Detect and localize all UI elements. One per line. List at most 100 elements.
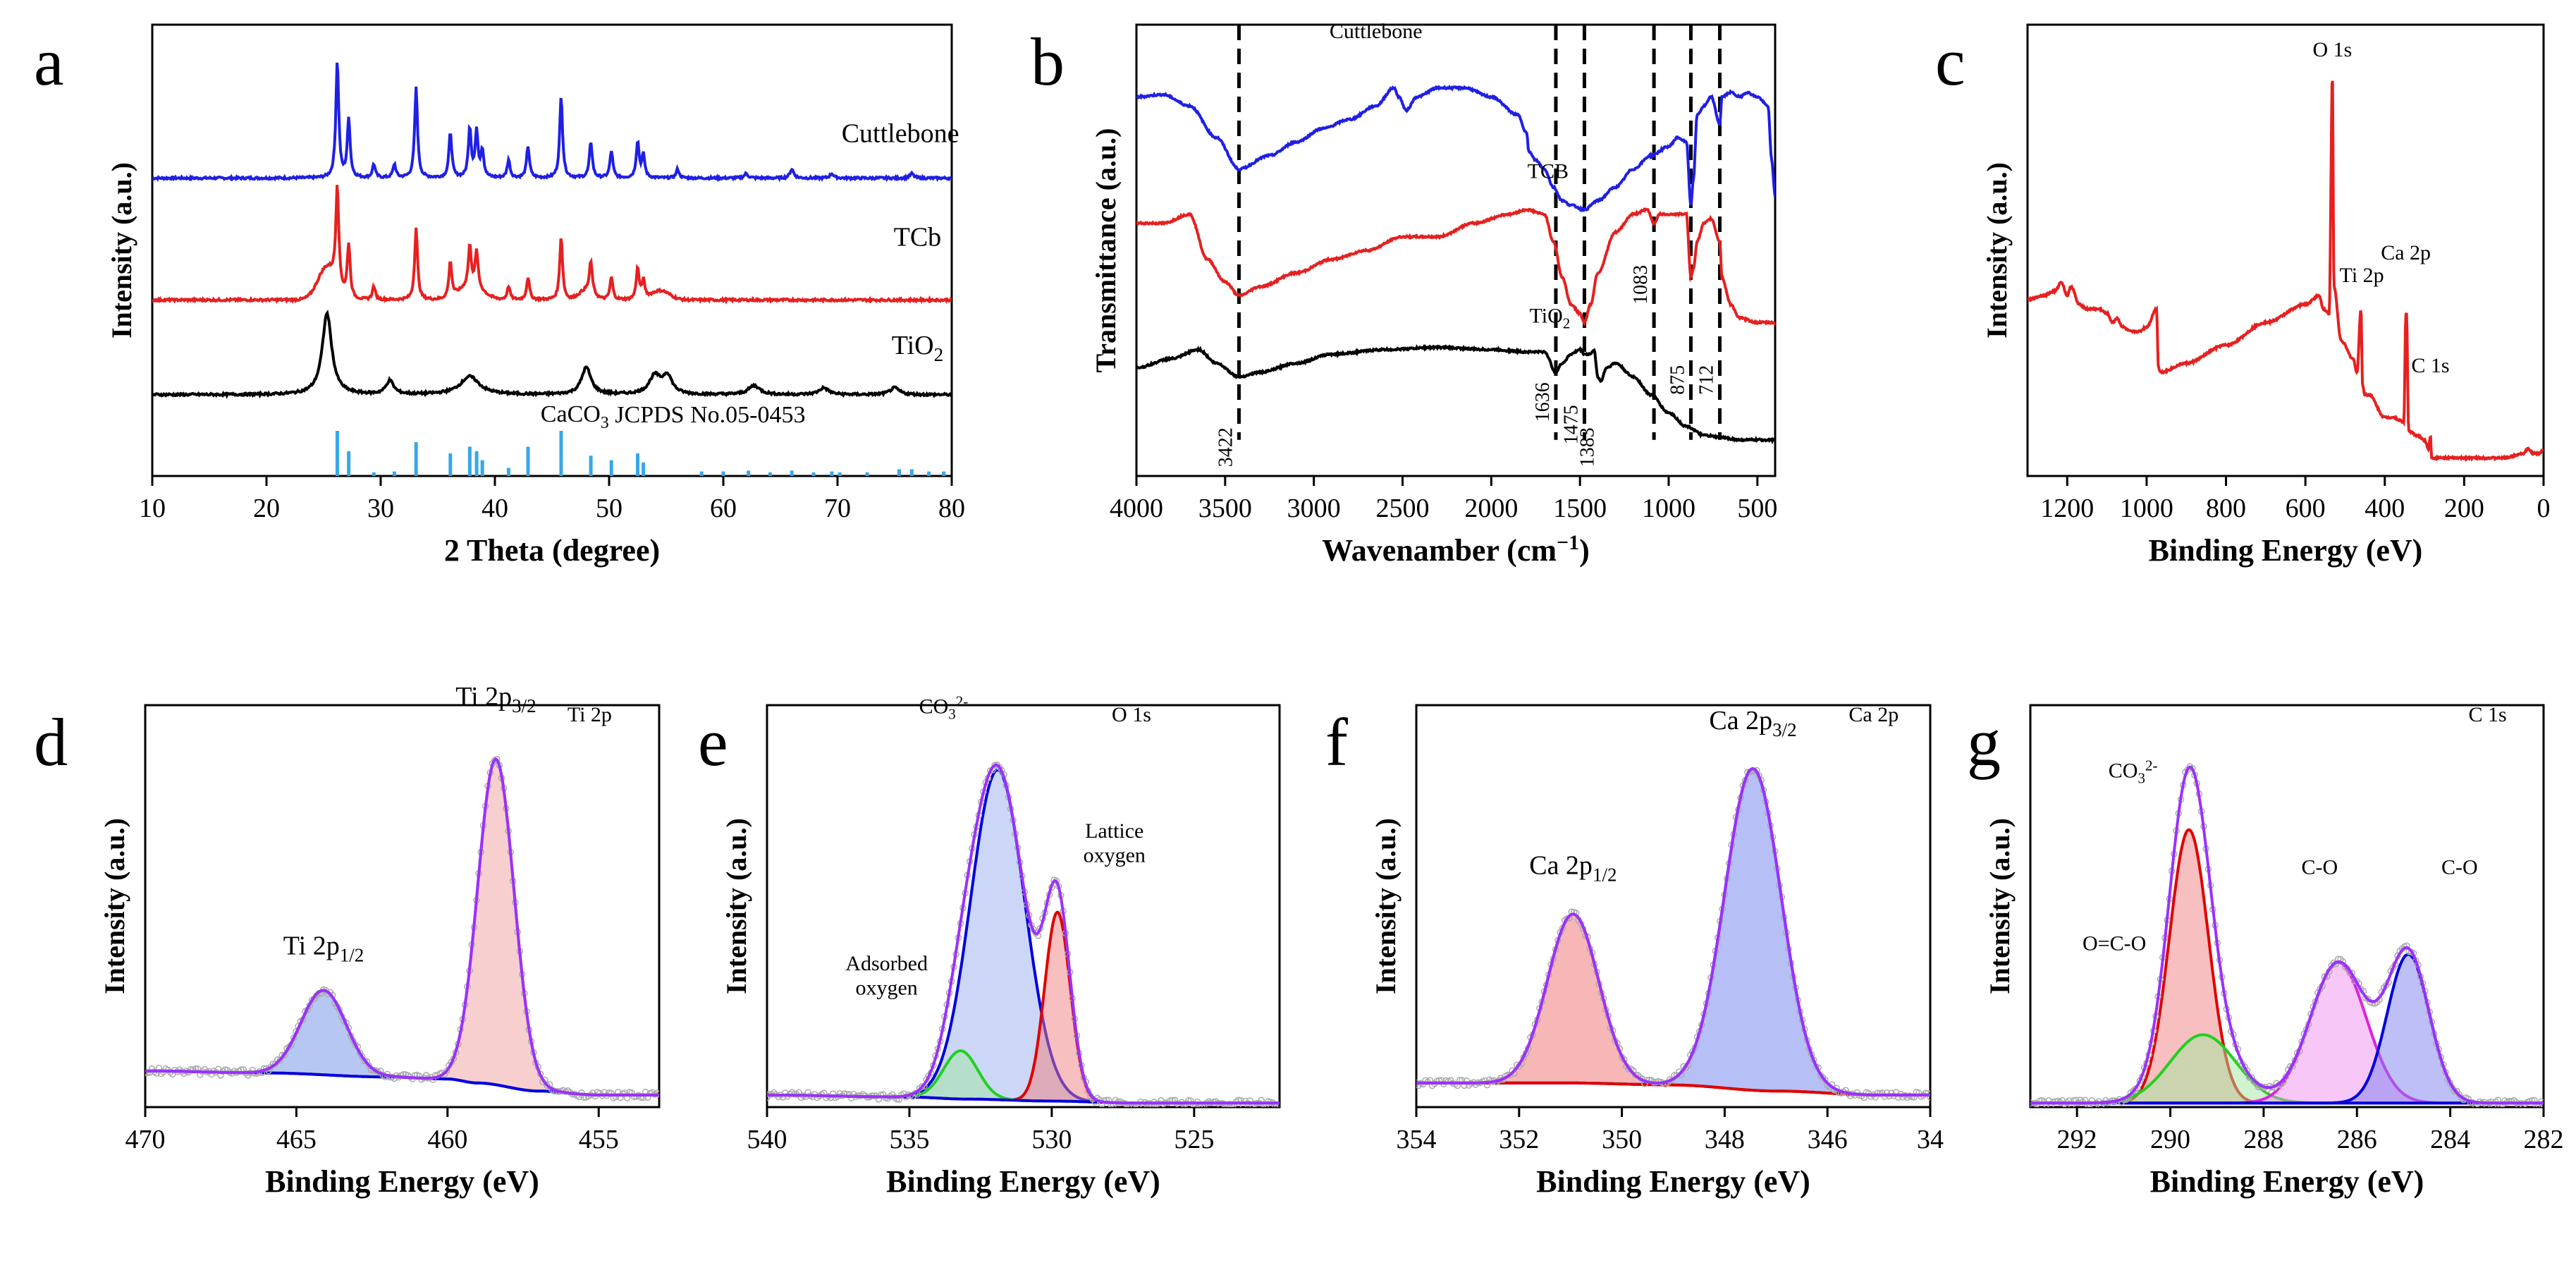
x-tick-label: 288	[2243, 1125, 2283, 1154]
plot-area	[767, 761, 1280, 1107]
x-tick-label: 465	[276, 1125, 317, 1154]
series-label: Ti 2p1/2	[283, 931, 364, 965]
raw-data-point	[1276, 1101, 1280, 1107]
series-label: TiO2	[892, 331, 943, 365]
series-label: CO32-	[2109, 757, 2158, 787]
axes-frame	[1135, 23, 1777, 477]
series-label: Adsorbed	[845, 952, 928, 975]
peak-fill	[2030, 1034, 2544, 1104]
y-axis-label: Intensity (a.u.)	[106, 162, 137, 338]
x-tick-label: 1200	[2040, 494, 2094, 523]
x-tick-label: 284	[2430, 1125, 2470, 1154]
raw-data-point	[443, 1067, 450, 1075]
x-axis-label: Binding Energy (eV)	[2149, 533, 2423, 568]
x-tick-label: 20	[253, 494, 280, 523]
panel-letter-f: f	[1325, 704, 1348, 780]
raw-data-point	[1822, 1076, 1829, 1084]
x-tick-label: 455	[579, 1125, 619, 1154]
plot-area	[152, 62, 952, 476]
y-axis-label: Intensity (a.u.)	[1984, 818, 2016, 994]
x-tick-label: 10	[139, 494, 166, 523]
peak-fill	[2030, 962, 2544, 1104]
band-label-1636: 1636	[1532, 382, 1554, 422]
series-label: O 1s	[2313, 38, 2353, 61]
peak-fill	[767, 770, 1280, 1104]
series-tio2	[1136, 343, 1775, 445]
series-label: oxygen	[855, 976, 917, 999]
raw-data-point	[2540, 1101, 2544, 1107]
panel-letter-a: a	[34, 24, 64, 99]
x-tick-label: 1000	[1642, 494, 1695, 523]
x-axis-label: Binding Energy (eV)	[886, 1164, 1160, 1199]
peak-fill	[145, 759, 659, 1095]
fit-envelope	[767, 763, 1280, 1105]
x-tick-label: 540	[747, 1125, 787, 1154]
series-label: O 1s	[1112, 703, 1151, 726]
x-axis-label: Binding Energy (eV)	[265, 1164, 539, 1199]
peak-ca-2p1-2	[1416, 912, 1930, 1097]
peak-fill	[1416, 914, 1930, 1095]
panel-letter-c: c	[1935, 24, 1965, 99]
x-tick-label: 0	[2537, 494, 2551, 523]
x-tick-label: 354	[1397, 1125, 1437, 1154]
x-tick-label: 350	[1602, 1125, 1642, 1154]
x-tick-label: 348	[1705, 1125, 1745, 1154]
axes-frame	[2026, 23, 2545, 477]
band-label-1383: 1383	[1577, 427, 1599, 467]
panel-letter-d: d	[34, 704, 68, 780]
series-label: Ca 2p	[2381, 241, 2431, 264]
band-label-3422: 3422	[1215, 427, 1237, 467]
x-tick-label: 200	[2444, 494, 2484, 523]
x-tick-label: 1500	[1553, 494, 1607, 523]
plot-area	[1136, 25, 1775, 445]
series-label: Lattice	[1085, 819, 1143, 843]
x-tick-label: 3000	[1287, 494, 1341, 523]
series-label: CO32-	[919, 692, 969, 722]
x-tick-label: 535	[889, 1125, 929, 1154]
x-tick-label: 34	[1917, 1125, 1944, 1154]
y-axis-label: Intensity (a.u.)	[1981, 162, 2013, 338]
y-axis-label: Intensity (a.u.)	[99, 818, 130, 994]
axes-frame	[144, 704, 661, 1109]
series-label: Ti 2p	[568, 703, 612, 726]
plot-area	[2028, 80, 2544, 463]
axes-frame	[1415, 704, 1932, 1109]
peak-fill	[2030, 954, 2544, 1104]
panel-letter-g: g	[1967, 704, 2001, 780]
panel-d: d Ti 2p Ti 2p3/2 Ti 2p1/2 470 465 460 455 Bindin…	[34, 682, 661, 1199]
x-tick-label: 2000	[1464, 494, 1518, 523]
series-survey	[2028, 80, 2544, 463]
axes-frame	[766, 704, 1281, 1109]
x-tick-label: 600	[2286, 494, 2326, 523]
x-tick-label: 290	[2150, 1125, 2190, 1154]
x-tick-label: 530	[1031, 1125, 1072, 1154]
panel-f: f Ca 2p Ca 2p3/2 Ca 2p1/2 354 352 350 348 346 34 B…	[1325, 703, 1944, 1199]
plot-area	[2030, 763, 2544, 1107]
x-tick-label: 2500	[1376, 494, 1430, 523]
fit-envelope	[1416, 767, 1930, 1097]
series-label: Ca 2p1/2	[1529, 850, 1617, 885]
band-label-1083: 1083	[1630, 265, 1652, 305]
panel-g: g C 1s CO32- C-O C-O O=C-O 292 290 288 286 284 282 B…	[1967, 703, 2564, 1199]
series-tio2	[152, 310, 952, 399]
x-tick-label: 50	[596, 494, 622, 523]
x-tick-label: 60	[710, 494, 737, 523]
peak-fill	[145, 990, 659, 1095]
x-tick-label: 525	[1174, 1125, 1214, 1154]
peak-fill	[2030, 829, 2544, 1104]
x-tick-label: 460	[427, 1125, 467, 1154]
series-cuttlebone	[1136, 84, 1775, 213]
x-tick-label: 30	[367, 494, 394, 523]
raw-data-point	[767, 1094, 771, 1101]
x-tick-label: 470	[125, 1125, 166, 1154]
x-tick-label: 500	[1737, 494, 1777, 523]
series-label: oxygen	[1084, 843, 1146, 867]
series-tcb	[152, 185, 952, 305]
x-tick-label: 286	[2337, 1125, 2377, 1154]
series-label: C 1s	[2411, 354, 2449, 377]
y-axis-label: Intensity (a.u.)	[720, 818, 752, 994]
x-tick-label: 400	[2365, 494, 2405, 523]
x-axis-label: 2 Theta (degree)	[444, 533, 660, 568]
series-cuttlebone	[152, 62, 952, 183]
